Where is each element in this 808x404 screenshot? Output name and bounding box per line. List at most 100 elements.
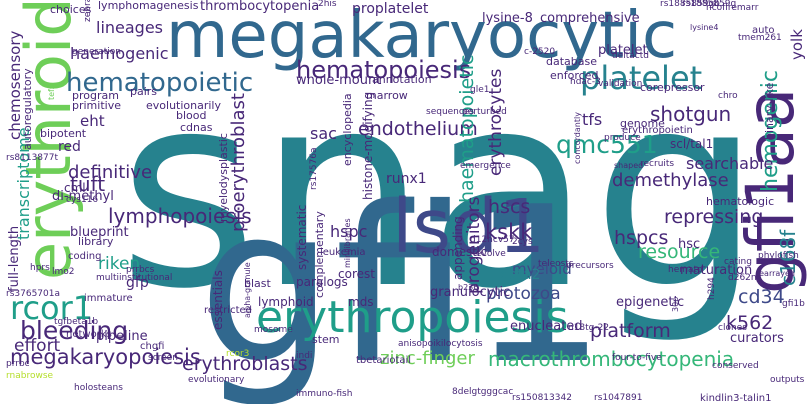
cloud-word: lymphoid	[258, 295, 314, 309]
cloud-word: evolve	[476, 249, 506, 259]
cloud-word: gfi1b	[782, 299, 805, 309]
cloud-word: sequences	[426, 107, 475, 117]
cloud-word: lymphomagenesis	[98, 0, 199, 12]
cloud-word: kskk	[485, 220, 533, 244]
cloud-word: macrothrombocytopenia	[488, 347, 735, 371]
cloud-word: recruits	[640, 159, 675, 169]
cloud-word: rs1885859g	[682, 0, 737, 9]
cloud-word: megakaryopoiesis	[10, 345, 201, 369]
cloud-word: prrbcs	[126, 265, 155, 275]
cloud-word: mds	[348, 295, 374, 309]
cloud-word: emergence	[460, 161, 511, 171]
cloud-word: histone-modifying	[361, 91, 375, 200]
cloud-word: four-to-five	[612, 353, 662, 363]
cloud-word: endothelium	[358, 118, 478, 140]
cloud-word: hematopoiesis	[296, 56, 472, 84]
cloud-word: erythropoiesis	[256, 292, 569, 343]
cloud-word: enucleated	[510, 319, 583, 334]
cloud-word: concordantly	[573, 112, 582, 164]
cloud-word: conserved	[712, 361, 759, 371]
cloud-word: platelet	[598, 43, 648, 58]
cloud-word: lsd1	[392, 184, 546, 270]
cloud-word: yolk	[788, 29, 806, 60]
cloud-word: bipotent	[40, 127, 87, 140]
cloud-word: 2his	[318, 0, 337, 9]
cloud-word: perturbed	[462, 107, 507, 117]
cloud-word: zebra	[83, 0, 93, 22]
cloud-word: rs150813342	[512, 393, 572, 403]
cloud-word: chro	[718, 91, 738, 101]
cloud-word: genome	[620, 117, 665, 130]
cloud-word: gata2	[500, 267, 541, 283]
cloud-word: rs3765701a	[6, 289, 60, 299]
cloud-word: autoregulatory	[21, 68, 34, 150]
cloud-word: primitive	[72, 99, 121, 112]
cloud-word: anisopoikilocytosis	[398, 339, 483, 349]
cloud-word: domestic	[432, 245, 487, 259]
cloud-word: platelet	[580, 59, 703, 97]
cloud-word: indi	[296, 351, 313, 361]
cloud-word: hscs	[488, 196, 531, 218]
cloud-word: red	[58, 139, 81, 155]
cloud-word: c-2520	[524, 47, 556, 57]
cloud-word: systematic	[295, 204, 309, 270]
cloud-word: shotgun	[650, 102, 732, 126]
cloud-word: cd34	[738, 286, 785, 308]
cloud-word: gle1	[470, 85, 490, 95]
cloud-word: blood	[176, 109, 207, 122]
cloud-word: tbetariotail	[356, 355, 412, 366]
cloud-word: runx1	[386, 171, 427, 187]
cloud-word: precursors	[566, 261, 614, 271]
cloud-word: rs1885859gb	[660, 0, 720, 9]
cloud-word: hematologic	[706, 195, 775, 208]
cloud-word: gfi1	[198, 160, 607, 404]
cloud-word: paralogs	[296, 275, 348, 289]
cloud-word: 8delgtgggcac	[452, 387, 514, 397]
cloud-word: essentials	[211, 270, 225, 330]
cloud-word: lineages	[96, 18, 164, 37]
cloud-word: cml	[64, 181, 86, 195]
cloud-word: deltactd	[612, 51, 649, 61]
cloud-word: snag	[118, 36, 762, 348]
cloud-word: auto	[752, 25, 775, 36]
cloud-word: multiinstitutional	[96, 273, 173, 283]
cloud-word: tfs	[582, 110, 603, 129]
cloud-word: lymphopoiesis	[108, 204, 252, 228]
cloud-word: pairs	[130, 85, 158, 98]
cloud-word: restricted	[204, 305, 252, 316]
cloud-word: cating	[724, 257, 752, 267]
cloud-word: chgfi	[140, 341, 165, 352]
cloud-word: erythrocytes	[486, 68, 506, 176]
cloud-word: k562	[726, 312, 774, 334]
cloud-word: granulocytic	[430, 285, 511, 300]
cloud-word: rcor1	[10, 289, 94, 327]
cloud-word: marrow	[366, 89, 408, 102]
cloud-word: coding	[68, 251, 102, 262]
cloud-word: encyclopedia	[341, 93, 354, 166]
cloud-word: di-methyl	[52, 189, 114, 204]
cloud-word: prrbc	[6, 359, 30, 369]
cloud-word: hsc	[678, 237, 701, 252]
cloud-word: tmem261	[738, 33, 782, 43]
cloud-word: screen	[148, 353, 178, 363]
cloud-word: validation	[598, 79, 643, 89]
cloud-word: protozoa	[486, 284, 561, 304]
cloud-word: comprehensive	[540, 11, 640, 26]
cloud-word: hematopoietic	[66, 68, 254, 98]
cloud-word: tgfbeta1b	[54, 317, 99, 327]
cloud-word: networks	[66, 329, 112, 340]
cloud-word: annotation	[372, 73, 432, 86]
cloud-word: gfp	[126, 275, 149, 291]
cloud-word: tefs	[47, 84, 56, 100]
cloud-word: rs17576a	[309, 147, 319, 190]
cloud-word: platform	[590, 320, 671, 342]
cloud-word: scl/tal1	[670, 137, 714, 151]
cloud-word: maturation	[680, 263, 753, 278]
cloud-word: lysine4	[690, 23, 719, 32]
cloud-word: curators	[730, 331, 784, 346]
cloud-word: shaped	[614, 161, 644, 170]
cloud-word: mosome	[254, 325, 293, 335]
cloud-word: searchable	[686, 154, 774, 173]
cloud-word: eht	[80, 112, 105, 130]
cloud-word: proerythroblast	[228, 93, 249, 232]
